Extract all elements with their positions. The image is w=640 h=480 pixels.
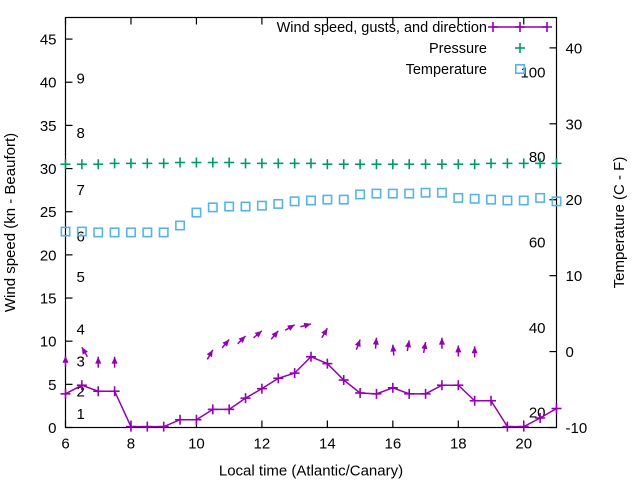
wind-direction-arrow — [62, 355, 69, 367]
wind-direction-arrow — [390, 344, 397, 356]
series-4 — [60, 187, 562, 238]
x-axis-title: Local time (Atlantic/Canary) — [219, 463, 403, 480]
x-tick-label: 6 — [61, 436, 69, 453]
y-tick-label: 0 — [48, 420, 56, 437]
fahrenheit-label: 100 — [520, 64, 545, 81]
y2-tick-label: 30 — [566, 116, 583, 133]
axis-titles-layer: Local time (Atlantic/Canary) Wind speed (… — [2, 133, 628, 480]
series-2 — [62, 322, 478, 368]
wind-direction-arrow — [354, 339, 361, 351]
x-tick-label: 10 — [188, 436, 205, 453]
wind-direction-arrow — [438, 337, 445, 349]
wind-direction-arrow — [252, 330, 263, 339]
y-tick-label: 35 — [40, 118, 57, 135]
chart-legend: Wind speed, gusts, and direction Pressure… — [277, 20, 552, 78]
legend-marker-2 — [515, 43, 525, 53]
wind-direction-arrow — [404, 340, 412, 352]
y-axis-title: Wind speed (kn - Beaufort) — [2, 133, 19, 312]
x-tick-label: 20 — [515, 436, 532, 453]
wind-direction-arrow — [221, 338, 230, 349]
y2-axis-title: Temperature (C - F) — [611, 157, 628, 289]
plot-frame — [64, 16, 558, 429]
y-tick-label: 30 — [40, 161, 57, 178]
wind-direction-arrow — [95, 356, 102, 368]
y2-tick-label: 10 — [566, 268, 583, 285]
beaufort-label: 1 — [77, 406, 85, 423]
x-tick-label: 8 — [127, 436, 135, 453]
wind-direction-arrow — [284, 324, 296, 331]
wind-direction-arrow — [421, 341, 428, 354]
data-series-layer — [60, 157, 562, 432]
y-tick-label: 40 — [40, 75, 57, 92]
legend-marker-3 — [514, 64, 525, 75]
wind-direction-arrow — [206, 349, 214, 360]
y-tick-label: 5 — [48, 377, 56, 394]
y-tick-label: 20 — [40, 247, 57, 264]
x-tick-label: 14 — [319, 436, 336, 453]
wind-direction-arrow — [237, 335, 247, 345]
beaufort-label: 2 — [77, 384, 85, 401]
wind-direction-arrow — [111, 356, 118, 368]
wind-direction-arrow — [81, 346, 89, 358]
y2-tick-label: 40 — [566, 40, 583, 57]
x-tick-label: 16 — [384, 436, 401, 453]
beaufort-scale-labels: 1 2 3 4 5 6 7 8 9 — [77, 70, 85, 423]
y-tick-label: 25 — [40, 204, 57, 221]
wind-direction-arrow — [471, 346, 478, 358]
wind-direction-arrow — [455, 345, 462, 357]
y2-tick-label: 0 — [566, 344, 574, 361]
legend-label-3: Temperature — [406, 62, 487, 78]
y-tick-label: 15 — [40, 291, 57, 308]
series-3 — [60, 157, 562, 170]
legend-marker-1 — [488, 22, 552, 32]
beaufort-label: 9 — [77, 70, 85, 87]
y-tick-label: 45 — [40, 32, 57, 49]
x-tick-label: 18 — [450, 436, 467, 453]
beaufort-label: 7 — [77, 182, 85, 199]
beaufort-label: 4 — [77, 322, 85, 339]
fahrenheit-label: 60 — [529, 234, 546, 251]
y2-tick-label: 20 — [566, 192, 583, 209]
wind-direction-arrow — [372, 337, 379, 349]
x-tick-label: 12 — [254, 436, 271, 453]
y2-tick-label: -10 — [566, 420, 588, 437]
wind-direction-arrow — [300, 322, 312, 329]
series-1 — [60, 351, 562, 432]
beaufort-label: 5 — [77, 269, 85, 286]
beaufort-label: 6 — [77, 228, 85, 245]
fahrenheit-label: 40 — [529, 320, 546, 337]
wind-direction-arrow — [270, 330, 279, 340]
wind-direction-arrow — [321, 327, 329, 339]
fahrenheit-label: 80 — [529, 149, 546, 166]
beaufort-label: 3 — [77, 354, 85, 371]
y-tick-label: 10 — [40, 334, 57, 351]
legend-label-2: Pressure — [429, 41, 487, 57]
legend-label-1: Wind speed, gusts, and direction — [277, 20, 487, 36]
beaufort-label: 8 — [77, 125, 85, 142]
